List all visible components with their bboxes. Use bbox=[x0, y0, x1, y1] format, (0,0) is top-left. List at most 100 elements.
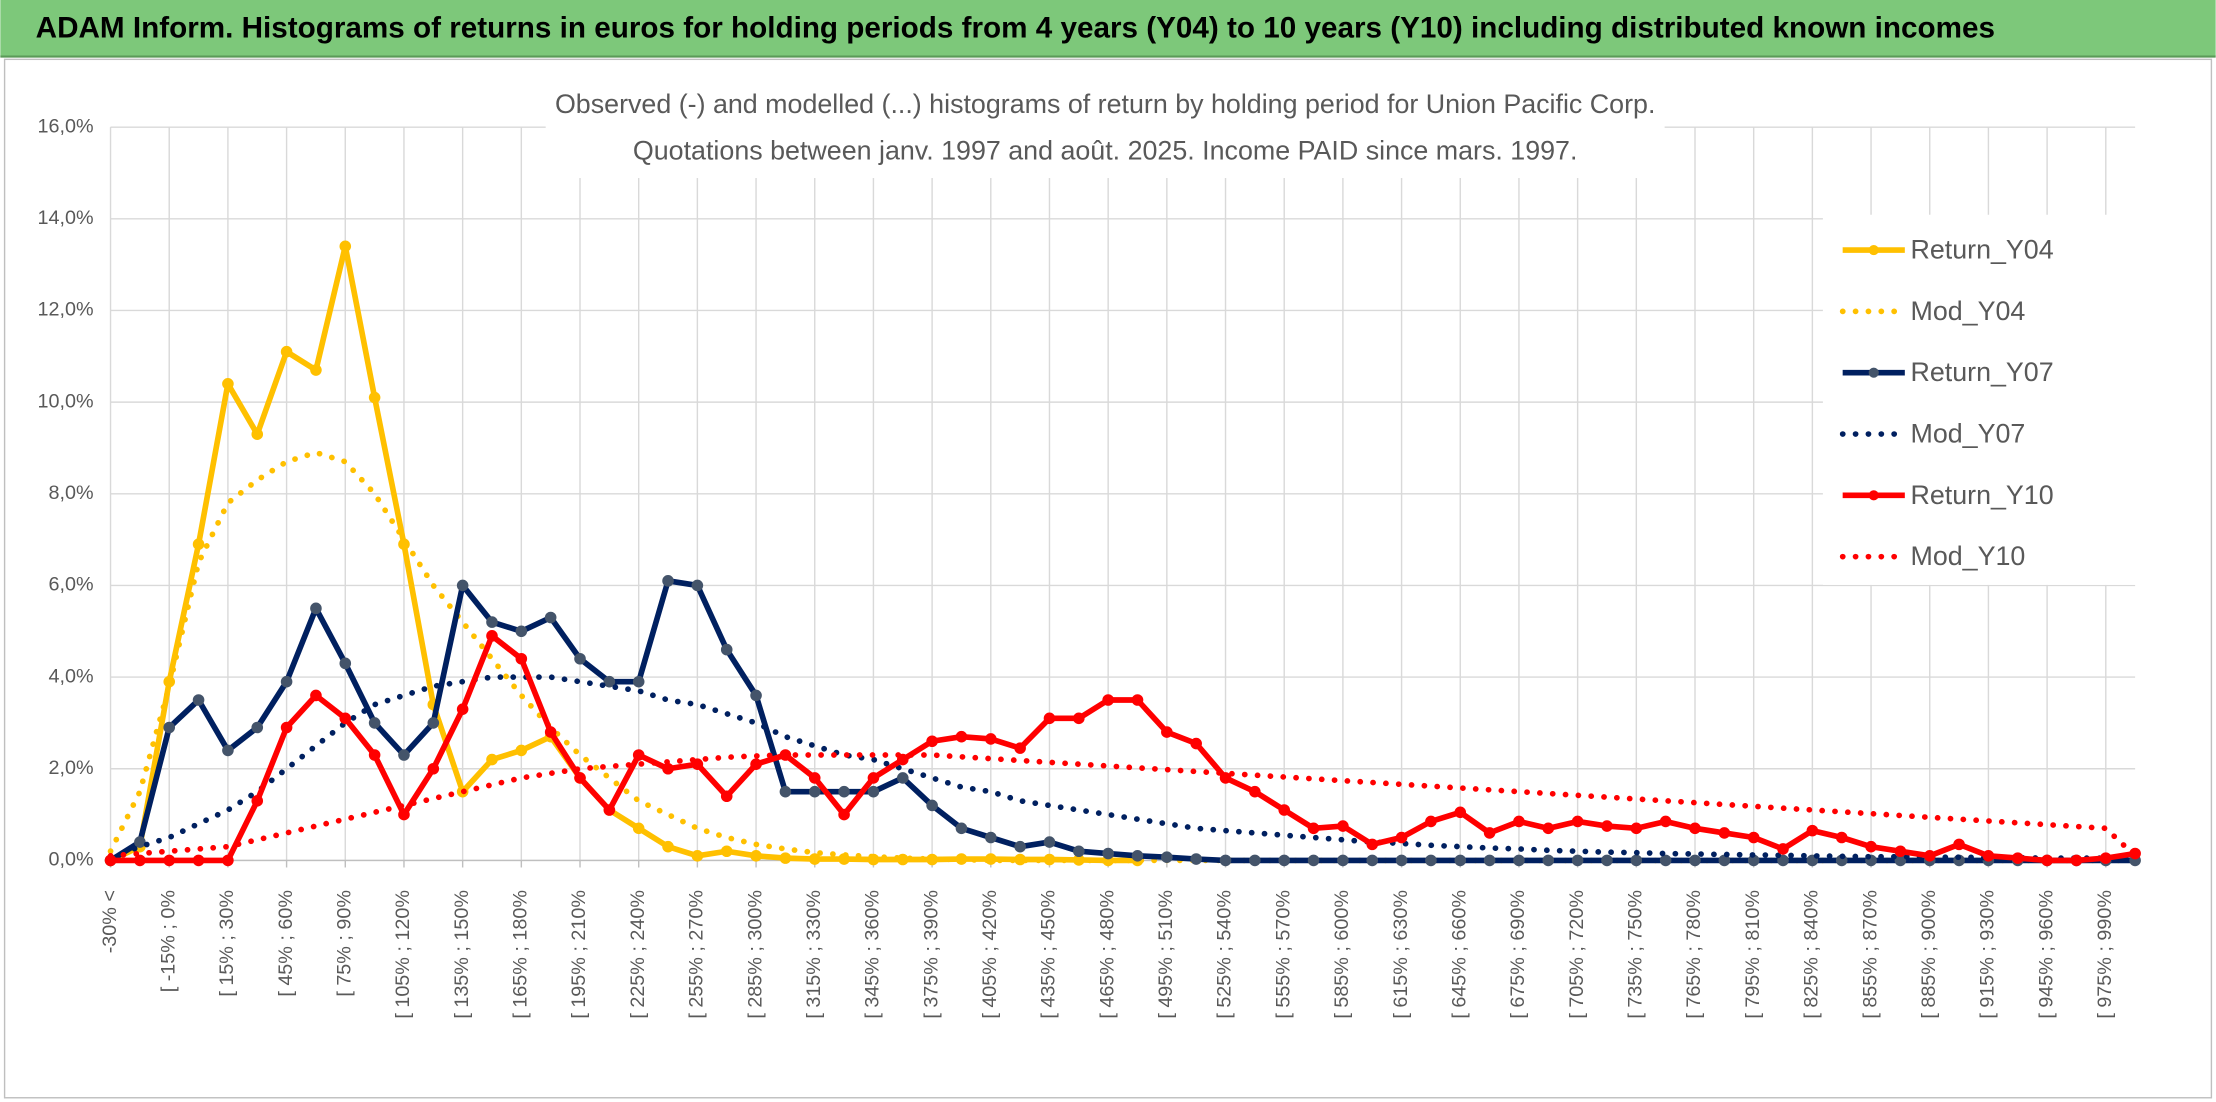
x-tick-label: [ 135% ; 150% bbox=[451, 890, 473, 1019]
data-point bbox=[1483, 854, 1496, 867]
data-point bbox=[1483, 827, 1496, 839]
data-point bbox=[926, 735, 938, 748]
data-point bbox=[808, 785, 821, 798]
data-point bbox=[1131, 850, 1144, 862]
data-point bbox=[838, 785, 850, 798]
legend: Return_Y04 Mod_Y04 Return_Y07 Mod_Y07 Return… bbox=[1822, 214, 2194, 585]
data-point bbox=[2011, 852, 2024, 864]
data-point bbox=[720, 845, 733, 858]
data-point bbox=[427, 717, 440, 729]
data-point bbox=[1542, 822, 1555, 835]
data-point bbox=[134, 836, 146, 848]
data-point bbox=[398, 808, 410, 821]
x-tick-label: [ 645% ; 660% bbox=[1448, 890, 1470, 1019]
x-tick-label: [ 345% ; 360% bbox=[862, 890, 884, 1019]
x-tick-label: [ 705% ; 720% bbox=[1566, 890, 1588, 1019]
data-point bbox=[1601, 854, 1613, 867]
x-tick-label: [ 225% ; 240% bbox=[627, 890, 649, 1019]
data-point bbox=[1043, 836, 1056, 848]
legend-marker bbox=[1868, 244, 1879, 256]
x-tick-label: [ 795% ; 810% bbox=[1742, 890, 1764, 1019]
data-point bbox=[926, 799, 938, 812]
data-point bbox=[134, 854, 146, 867]
x-tick-label: [ 465% ; 480% bbox=[1096, 890, 1118, 1019]
data-point bbox=[1689, 822, 1701, 835]
x-tick-label: [ 495% ; 510% bbox=[1155, 890, 1177, 1019]
data-point bbox=[310, 689, 322, 702]
data-point bbox=[163, 721, 176, 734]
data-point bbox=[222, 744, 234, 757]
data-point bbox=[1777, 843, 1789, 855]
data-point bbox=[838, 808, 850, 821]
data-point bbox=[1630, 822, 1643, 835]
data-point bbox=[662, 840, 674, 853]
data-point bbox=[1161, 726, 1173, 738]
x-tick-label: [ 855% ; 870% bbox=[1859, 890, 1881, 1019]
data-point bbox=[779, 785, 792, 798]
series-line bbox=[107, 752, 2138, 859]
y-tick-label: 2,0% bbox=[49, 757, 94, 779]
y-tick-label: 14,0% bbox=[38, 207, 94, 229]
x-tick-label: [ 975% ; 990% bbox=[2094, 890, 2116, 1019]
data-point bbox=[750, 689, 762, 702]
title-box bbox=[545, 81, 1665, 179]
x-tick-label: [ 885% ; 900% bbox=[1918, 890, 1940, 1019]
legend-label: Return_Y07 bbox=[1910, 357, 2053, 387]
header-title: ADAM Inform. Histograms of returns in eu… bbox=[36, 11, 1995, 44]
data-point bbox=[456, 703, 469, 715]
data-point bbox=[1249, 785, 1261, 798]
data-point bbox=[1513, 854, 1525, 867]
x-tick-label: [ 555% ; 570% bbox=[1272, 890, 1294, 1019]
data-point bbox=[1689, 854, 1701, 867]
x-tick-label: [ 435% ; 450% bbox=[1038, 890, 1060, 1019]
data-point bbox=[691, 850, 704, 862]
data-point bbox=[1337, 854, 1349, 867]
x-tick-label: [ 165% ; 180% bbox=[510, 890, 532, 1019]
x-tick-label: -30% < bbox=[99, 890, 121, 953]
data-point bbox=[1542, 854, 1555, 867]
data-point bbox=[2041, 854, 2053, 867]
legend-marker bbox=[1868, 490, 1879, 501]
data-point bbox=[251, 795, 264, 807]
x-tick-label: [ 15% ; 30% bbox=[216, 890, 238, 997]
data-point bbox=[310, 364, 322, 376]
y-tick-label: 16,0% bbox=[38, 115, 94, 137]
y-tick-label: 4,0% bbox=[49, 665, 94, 687]
data-point bbox=[896, 772, 909, 784]
data-point bbox=[163, 854, 176, 867]
data-point bbox=[985, 733, 997, 745]
data-point bbox=[486, 616, 498, 628]
data-point bbox=[1131, 694, 1144, 706]
data-point bbox=[544, 611, 557, 624]
data-point bbox=[955, 730, 968, 743]
data-point bbox=[574, 652, 586, 665]
data-point bbox=[251, 721, 264, 734]
data-point bbox=[603, 675, 616, 688]
data-point bbox=[750, 850, 762, 862]
data-point bbox=[2099, 852, 2112, 864]
data-point bbox=[1571, 854, 1584, 867]
data-point bbox=[1102, 694, 1114, 706]
y-tick-label: 10,0% bbox=[38, 390, 94, 412]
x-tick-label: [ 525% ; 540% bbox=[1214, 890, 1236, 1019]
data-point bbox=[1747, 831, 1760, 844]
data-point bbox=[1630, 854, 1643, 867]
data-point bbox=[1571, 815, 1584, 828]
y-tick-label: 6,0% bbox=[49, 574, 94, 596]
header-bar bbox=[0, 0, 2216, 57]
data-point bbox=[222, 378, 234, 390]
data-point bbox=[486, 630, 498, 642]
data-point bbox=[1190, 853, 1202, 865]
y-tick-label: 0,0% bbox=[49, 849, 94, 871]
x-tick-label: [ 615% ; 630% bbox=[1390, 890, 1412, 1019]
y-tick-label: 12,0% bbox=[38, 299, 94, 321]
legend-label: Mod_Y04 bbox=[1910, 296, 2025, 326]
data-point bbox=[1307, 854, 1320, 867]
data-point bbox=[1718, 827, 1731, 839]
data-point bbox=[544, 726, 557, 738]
series-line bbox=[109, 578, 2136, 864]
x-tick-label: [ 285% ; 300% bbox=[744, 890, 766, 1019]
data-point bbox=[1982, 850, 1995, 862]
data-point bbox=[1337, 820, 1349, 832]
